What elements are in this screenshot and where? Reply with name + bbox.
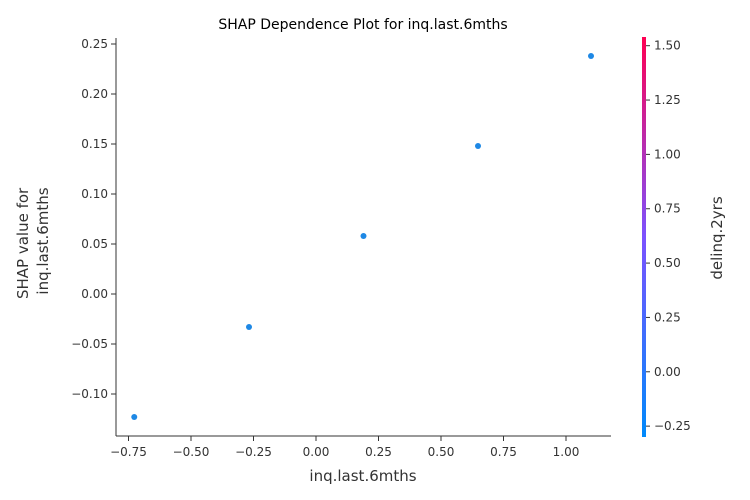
scatter-point: [475, 143, 481, 149]
scatter-points: [131, 53, 594, 420]
y-tick-label: 0.20: [81, 87, 108, 101]
y-tick-label: −0.10: [71, 387, 108, 401]
y-tick-label: −0.05: [71, 337, 108, 351]
y-tick-label: 0.05: [81, 237, 108, 251]
colorbar-tick-label: 0.25: [654, 310, 681, 324]
y-ticks: −0.10 −0.05 0.00 0.05 0.10 0.15 0.20 0.25: [71, 37, 116, 401]
y-tick-label: 0.00: [81, 287, 108, 301]
colorbar-tick-label: 0.00: [654, 365, 681, 379]
y-axis-label: SHAP value for inq.last.6mths: [14, 183, 52, 299]
x-tick-label: 1.00: [553, 445, 580, 459]
x-axis-label: inq.last.6mths: [309, 467, 416, 485]
x-tick-label: 0.75: [490, 445, 517, 459]
x-tick-label: −0.50: [173, 445, 210, 459]
x-tick-label: 0.25: [365, 445, 392, 459]
x-tick-label: −0.25: [235, 445, 272, 459]
y-tick-label: 0.10: [81, 187, 108, 201]
colorbar-label: delinq.2yrs: [708, 196, 726, 279]
chart-title: SHAP Dependence Plot for inq.last.6mths: [218, 17, 507, 33]
y-axis-label-line-1: SHAP value for: [14, 187, 32, 299]
y-axis-label-line-2: inq.last.6mths: [34, 187, 52, 294]
colorbar-ticks: −0.25 0.00 0.25 0.50 0.75 1.00 1.25 1.50: [646, 39, 691, 433]
colorbar-tick-label: 1.25: [654, 93, 681, 107]
x-tick-label: 0.00: [303, 445, 330, 459]
plot-area: −0.75 −0.50 −0.25 0.00 0.25 0.50 0.75 1.00 −0.1…: [71, 37, 611, 459]
scatter-point: [588, 53, 594, 59]
y-tick-label: 0.15: [81, 137, 108, 151]
colorbar-tick-label: 0.75: [654, 202, 681, 216]
x-tick-label: −0.75: [110, 445, 147, 459]
colorbar-tick-label: 1.00: [654, 147, 681, 161]
colorbar-tick-label: 0.50: [654, 256, 681, 270]
scatter-point: [360, 233, 367, 239]
colorbar-gradient: [642, 37, 646, 437]
x-ticks: −0.75 −0.50 −0.25 0.00 0.25 0.50 0.75 1.00: [110, 436, 579, 459]
colorbar: −0.25 0.00 0.25 0.50 0.75 1.00 1.25 1.50 delinq…: [642, 37, 726, 437]
colorbar-tick-label: −0.25: [654, 419, 691, 433]
scatter-point: [131, 414, 138, 420]
x-tick-label: 0.50: [428, 445, 455, 459]
scatter-point: [246, 324, 252, 330]
y-tick-label: 0.25: [81, 37, 108, 51]
colorbar-tick-label: 1.50: [654, 39, 681, 53]
